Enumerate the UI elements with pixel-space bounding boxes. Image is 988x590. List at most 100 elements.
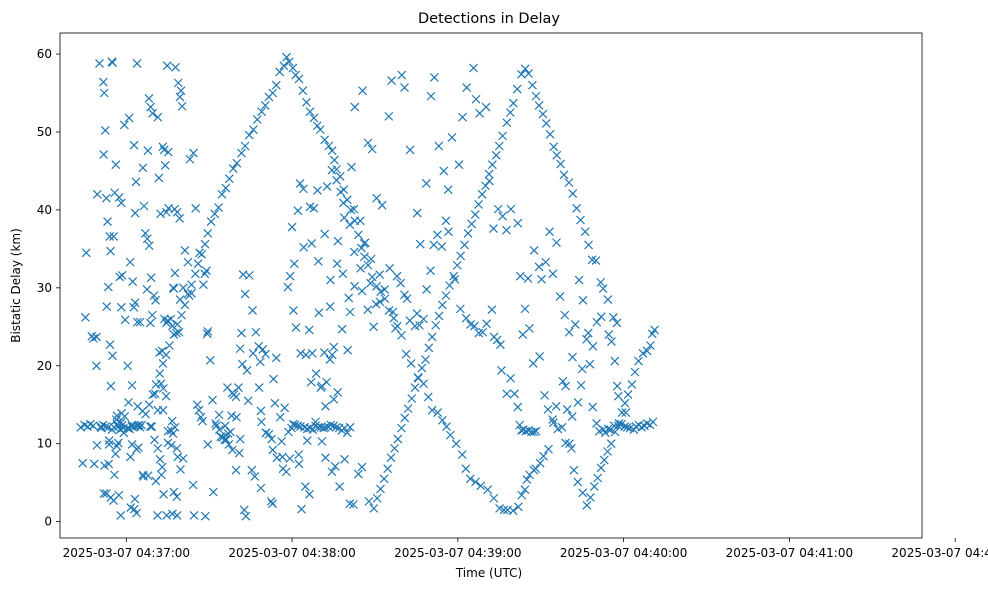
y-tick-label: 10 [37, 437, 52, 451]
data-point [169, 487, 179, 497]
data-point [451, 439, 461, 449]
data-point [144, 94, 154, 103]
data-point [304, 325, 314, 335]
data-point [340, 454, 349, 464]
data-point [445, 281, 454, 290]
data-point [202, 329, 212, 339]
data-point [237, 359, 247, 369]
data-points [76, 52, 659, 521]
data-point [493, 204, 503, 214]
data-point [363, 138, 373, 148]
data-point [214, 410, 224, 420]
data-point [477, 189, 487, 199]
data-point [117, 408, 127, 418]
data-point [254, 383, 264, 393]
data-point [638, 348, 648, 358]
data-point [348, 500, 358, 509]
data-point [111, 449, 120, 459]
data-point [350, 102, 360, 112]
data-point [114, 193, 124, 202]
data-point [520, 64, 530, 74]
data-point [104, 440, 114, 449]
data-point [151, 476, 161, 486]
data-point [424, 343, 434, 353]
data-point [345, 499, 355, 509]
data-point [353, 230, 363, 240]
data-point [309, 113, 319, 123]
data-point [648, 417, 658, 427]
data-point [544, 444, 553, 454]
data-point [268, 445, 278, 455]
data-point [498, 211, 508, 221]
data-point [568, 352, 577, 362]
data-point [596, 312, 606, 322]
data-point [271, 353, 281, 363]
data-point [98, 77, 108, 87]
data-point [270, 398, 280, 408]
data-point [289, 306, 298, 315]
data-point [313, 256, 323, 266]
data-point [146, 273, 156, 283]
data-point [356, 263, 366, 273]
data-point [461, 313, 471, 323]
data-point [198, 280, 208, 290]
data-point [419, 314, 429, 324]
data-point [220, 421, 230, 431]
data-point [322, 182, 332, 191]
data-point [99, 150, 109, 159]
data-point [406, 359, 416, 368]
data-point [561, 381, 571, 391]
data-point [524, 323, 534, 333]
data-point [393, 434, 403, 444]
data-point [375, 270, 385, 280]
data-point [115, 272, 125, 282]
data-point [321, 401, 330, 411]
data-point [548, 269, 558, 279]
data-point [495, 503, 504, 513]
data-point [126, 452, 135, 462]
data-point [223, 383, 232, 393]
data-point [415, 320, 424, 330]
data-point [321, 453, 330, 463]
data-point [105, 231, 115, 241]
data-point [612, 381, 622, 391]
data-point [423, 392, 433, 402]
data-point [338, 269, 348, 279]
data-point [277, 452, 287, 462]
data-point [569, 465, 579, 475]
data-point [294, 450, 304, 460]
data-point [630, 367, 640, 377]
data-point [109, 231, 119, 241]
data-point [608, 313, 618, 322]
data-point [102, 302, 112, 311]
data-point [221, 183, 231, 193]
data-point [357, 286, 367, 296]
data-point [226, 427, 235, 437]
data-point [78, 458, 88, 468]
data-point [112, 419, 122, 429]
y-axis-label: Bistatic Delay (km) [9, 228, 23, 343]
data-point [342, 195, 352, 205]
data-point [177, 101, 187, 111]
data-point [568, 189, 578, 198]
data-point [116, 510, 126, 520]
data-point [412, 309, 422, 318]
data-point [210, 209, 220, 219]
data-point [427, 332, 437, 342]
data-point [537, 274, 546, 284]
data-point [198, 416, 207, 426]
data-point [168, 509, 177, 519]
data-point [162, 61, 172, 71]
y-tick-label: 50 [37, 125, 52, 139]
data-point [380, 294, 390, 304]
data-point [607, 337, 616, 347]
data-point [284, 427, 293, 437]
data-point [495, 340, 505, 350]
data-point [432, 230, 442, 240]
data-point [119, 120, 129, 130]
data-point [266, 496, 276, 506]
data-point [621, 408, 631, 417]
data-point [415, 239, 425, 249]
data-point [183, 289, 193, 299]
data-point [456, 251, 466, 261]
